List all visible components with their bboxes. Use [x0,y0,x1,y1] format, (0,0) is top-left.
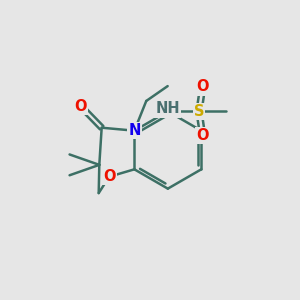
Text: NH: NH [155,101,180,116]
Text: O: O [75,99,87,114]
Text: O: O [103,169,116,184]
Text: O: O [196,80,209,94]
Text: N: N [128,123,141,138]
Text: O: O [196,128,209,143]
Text: S: S [194,104,204,119]
